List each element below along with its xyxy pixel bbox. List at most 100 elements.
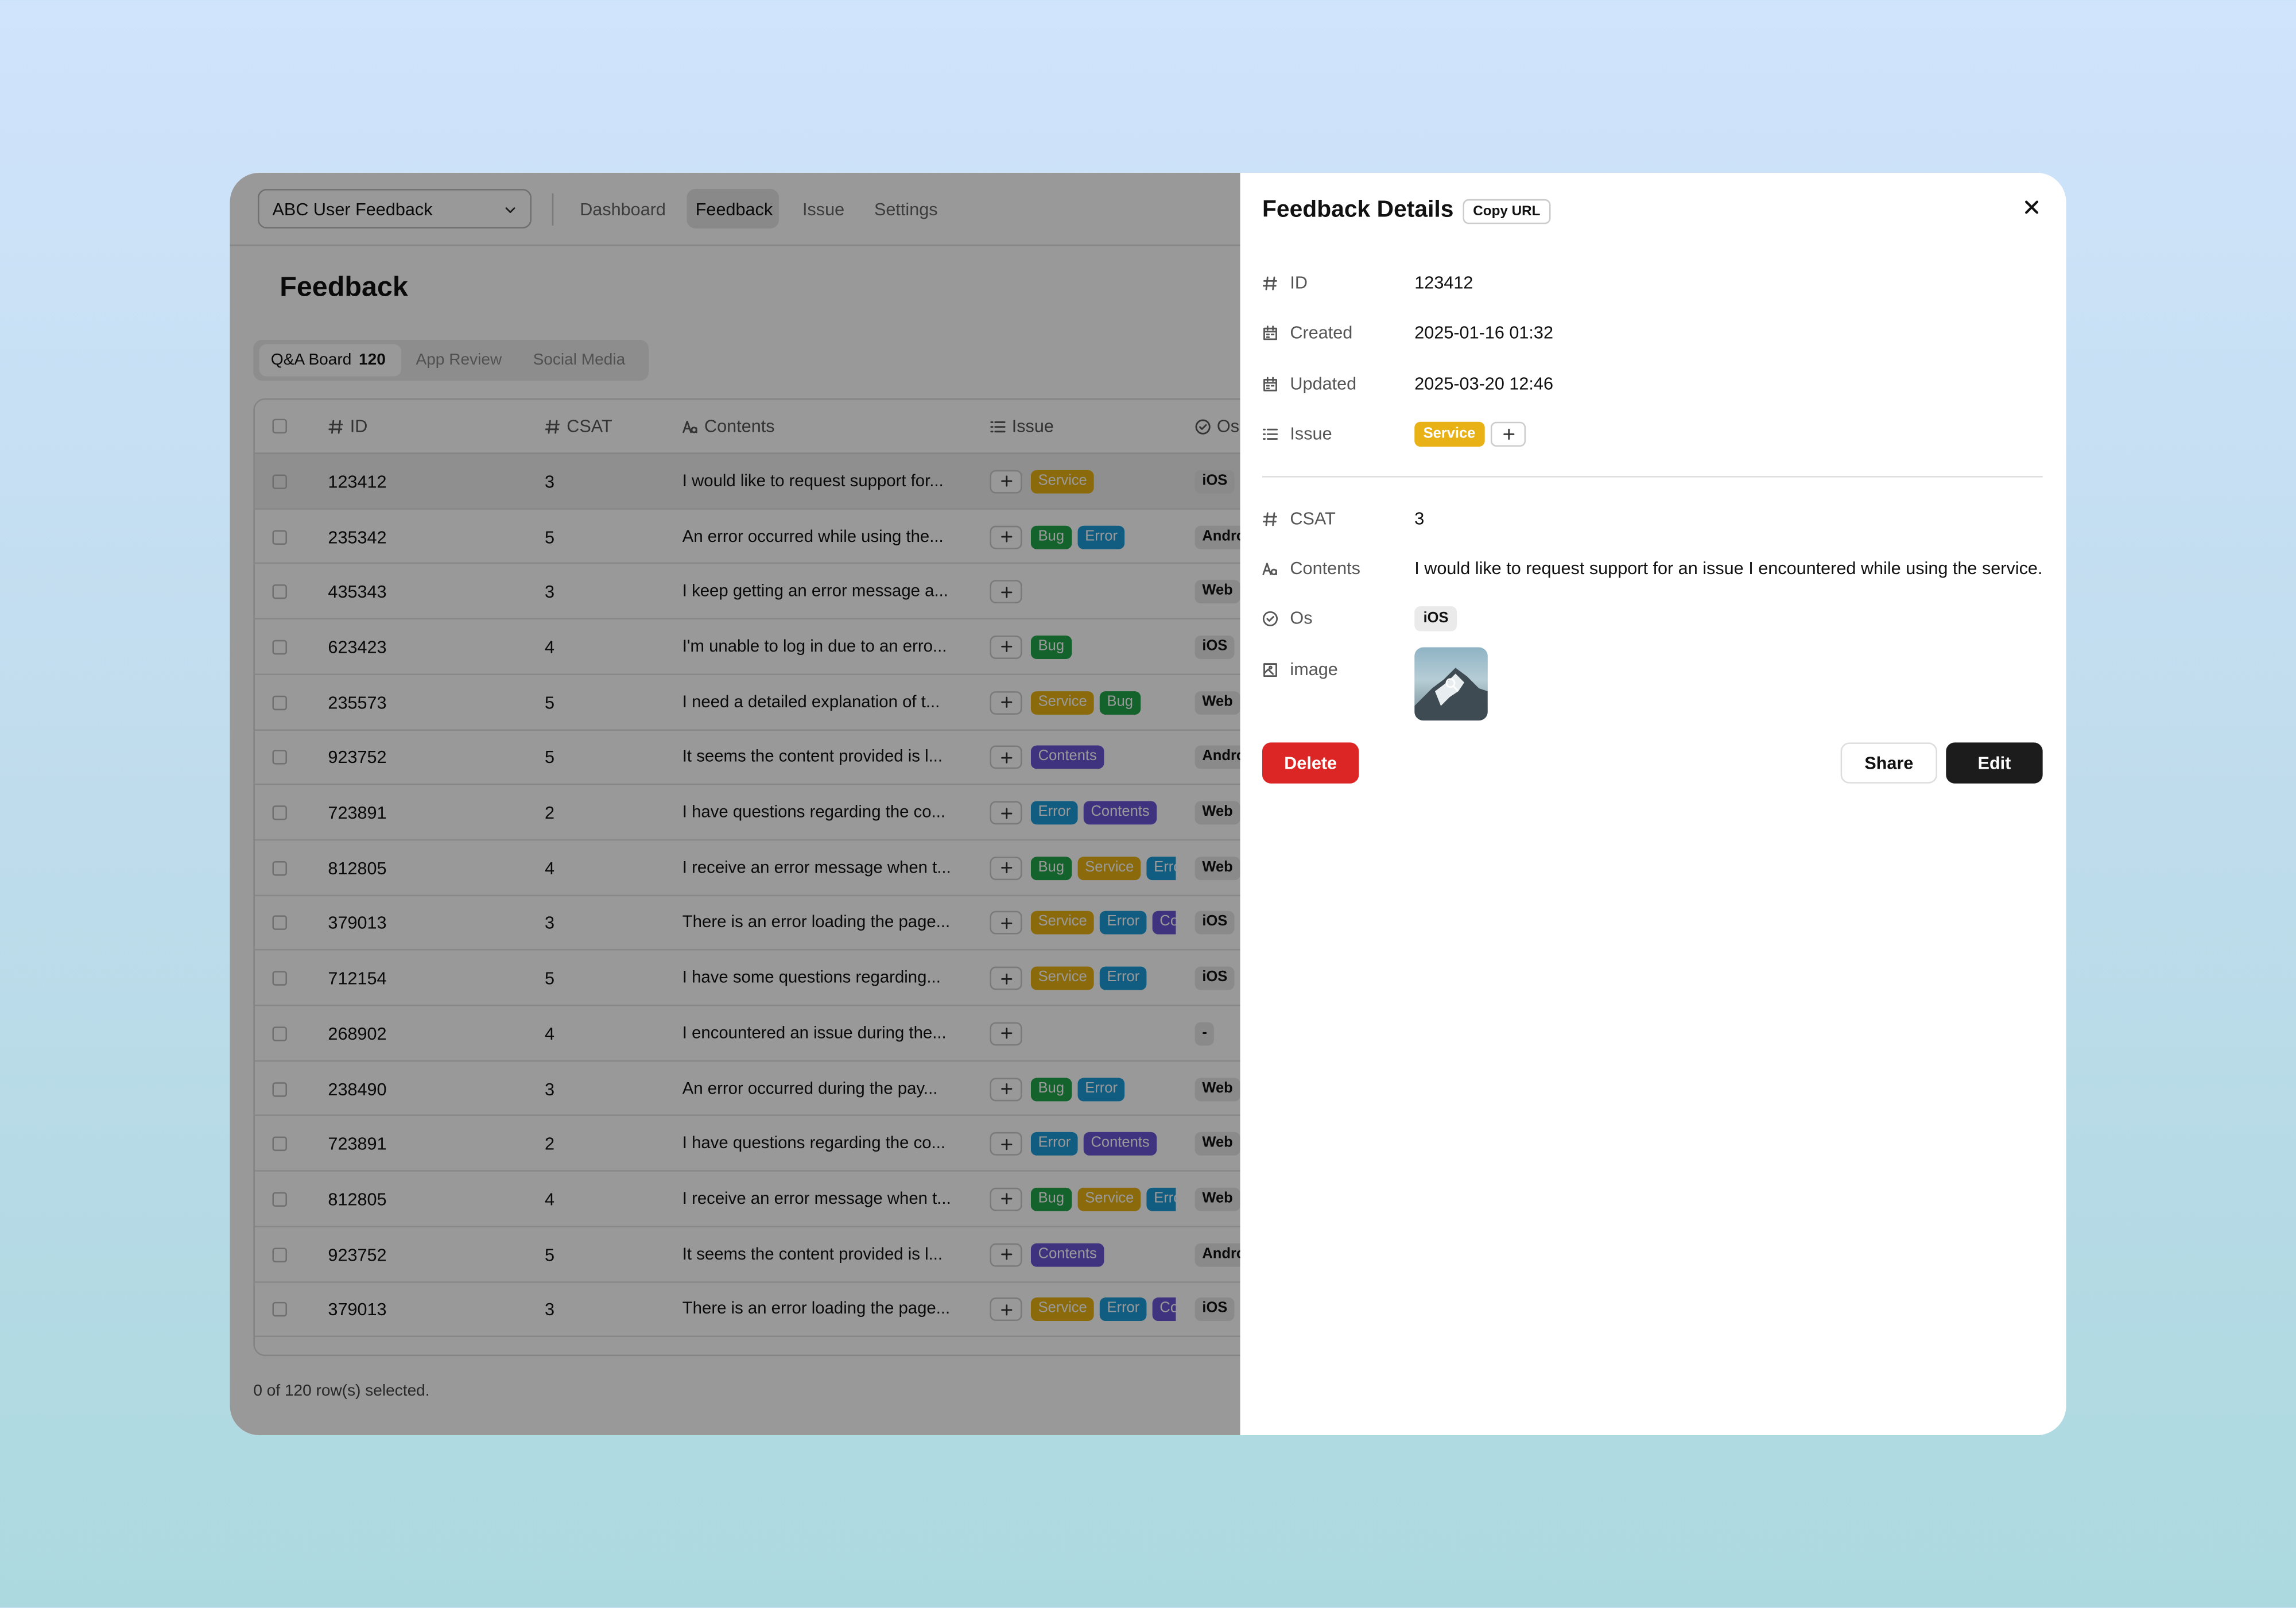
issue-tag[interactable]: Service xyxy=(1030,967,1095,990)
issue-tag[interactable]: Bug xyxy=(1030,856,1072,880)
issue-tag[interactable]: Service xyxy=(1414,421,1484,446)
issue-cell: Service Error xyxy=(1030,951,1176,1006)
issue-tag[interactable]: Bug xyxy=(1030,1187,1072,1211)
row-checkbox[interactable] xyxy=(272,419,287,434)
issue-tag[interactable]: Error xyxy=(1146,856,1176,880)
add-issue-button[interactable] xyxy=(990,801,1022,825)
os-tag: iOS xyxy=(1194,635,1235,659)
plus-icon xyxy=(1502,428,1514,439)
add-issue-button[interactable] xyxy=(990,1132,1022,1156)
os-tag[interactable]: iOS xyxy=(1414,605,1457,631)
issue-tag[interactable]: Error xyxy=(1077,1077,1125,1101)
row-checkbox[interactable] xyxy=(272,1026,287,1041)
add-issue-button[interactable] xyxy=(990,1077,1022,1101)
issue-tag[interactable]: Service xyxy=(1030,691,1095,714)
row-checkbox[interactable] xyxy=(272,971,287,986)
add-issue-button[interactable] xyxy=(990,580,1022,604)
list-glyph xyxy=(1262,428,1278,439)
delete-button[interactable]: Delete xyxy=(1262,742,1359,784)
row-id: 812805 xyxy=(328,858,387,878)
img-glyph xyxy=(1263,662,1277,676)
row-checkbox[interactable] xyxy=(272,861,287,875)
row-checkbox[interactable] xyxy=(272,695,287,710)
tab-label[interactable]: Q&A Board xyxy=(270,351,352,369)
row-contents: There is an error loading the page... xyxy=(682,914,951,932)
add-issue-button[interactable] xyxy=(990,1022,1022,1046)
close-button[interactable] xyxy=(2022,197,2041,216)
tab-label[interactable]: App Review xyxy=(416,351,502,369)
row-csat: 4 xyxy=(544,858,555,878)
issue-tag[interactable]: Contents xyxy=(1030,1242,1104,1266)
add-issue-button[interactable] xyxy=(990,1298,1022,1322)
issue-tag[interactable]: Contents xyxy=(1030,746,1104,770)
nav-item[interactable]: Dashboard xyxy=(580,199,666,220)
issue-tag[interactable]: Error xyxy=(1099,967,1147,990)
add-issue-button[interactable] xyxy=(990,635,1022,659)
row-checkbox[interactable] xyxy=(272,1247,287,1262)
issue-tag[interactable]: Service xyxy=(1077,1187,1142,1211)
issue-tag[interactable]: Error xyxy=(1077,525,1125,549)
nav-item[interactable]: Feedback xyxy=(695,199,773,220)
issue-tag[interactable]: Error xyxy=(1030,1132,1079,1156)
issue-cell: Contents xyxy=(1030,730,1176,785)
row-id: 723891 xyxy=(328,1134,387,1154)
issue-tag[interactable]: Bug xyxy=(1030,635,1072,659)
add-issue-button[interactable] xyxy=(990,746,1022,770)
row-csat: 3 xyxy=(544,471,555,492)
add-issue-button[interactable] xyxy=(990,911,1022,935)
issue-tag[interactable]: Service xyxy=(1077,856,1142,880)
row-checkbox[interactable] xyxy=(272,1192,287,1207)
nav-item[interactable]: Issue xyxy=(802,199,845,220)
add-issue-button[interactable] xyxy=(990,967,1022,990)
image-thumbnail[interactable] xyxy=(1414,647,1488,721)
add-issue-button[interactable] xyxy=(990,1187,1022,1211)
row-checkbox[interactable] xyxy=(272,1082,287,1096)
issue-tag[interactable]: Contents xyxy=(1083,1132,1157,1156)
field-value: 2025-01-16 01:32 xyxy=(1414,322,1553,343)
check-glyph xyxy=(1262,610,1278,626)
issue-tag[interactable]: Contents xyxy=(1152,1298,1176,1322)
issue-cell: Contents xyxy=(1030,1227,1176,1282)
row-csat: 4 xyxy=(544,637,555,658)
issue-tag[interactable]: Service xyxy=(1030,1298,1095,1322)
project-select[interactable]: ABC User Feedback xyxy=(257,189,532,228)
issue-tag[interactable]: Error xyxy=(1030,801,1079,825)
row-checkbox[interactable] xyxy=(272,916,287,931)
issue-tag[interactable]: Contents xyxy=(1152,911,1176,935)
row-checkbox[interactable] xyxy=(272,584,287,599)
row-checkbox[interactable] xyxy=(272,750,287,765)
plus-glyph xyxy=(1000,696,1012,708)
add-issue-button[interactable] xyxy=(990,691,1022,714)
row-checkbox[interactable] xyxy=(272,1302,287,1318)
row-checkbox[interactable] xyxy=(272,474,287,489)
tab-active[interactable] xyxy=(259,344,401,377)
issue-tag[interactable]: Error xyxy=(1099,911,1147,935)
share-button[interactable]: Share xyxy=(1840,742,1937,784)
issue-tag[interactable]: Service xyxy=(1030,911,1095,935)
cal-glyph xyxy=(1263,324,1277,340)
issue-tag[interactable]: Error xyxy=(1099,1298,1147,1322)
nav-item[interactable]: Settings xyxy=(874,199,938,220)
tab-label[interactable]: Social Media xyxy=(533,351,626,369)
row-checkbox[interactable] xyxy=(272,1137,287,1152)
row-checkbox[interactable] xyxy=(272,805,287,820)
issue-tag[interactable]: Bug xyxy=(1030,1077,1072,1101)
row-checkbox[interactable] xyxy=(272,529,287,544)
copy-url-button[interactable]: Copy URL xyxy=(1463,199,1551,224)
os-tag: iOS xyxy=(1194,1298,1235,1322)
add-issue-button[interactable] xyxy=(990,525,1022,549)
add-issue-button[interactable] xyxy=(1490,421,1526,446)
add-issue-button[interactable] xyxy=(990,470,1022,494)
issue-tag[interactable]: Bug xyxy=(1030,525,1072,549)
issue-tag[interactable]: Bug xyxy=(1099,691,1141,714)
add-issue-button[interactable] xyxy=(990,856,1022,880)
mountain-picture xyxy=(1414,668,1488,721)
field-label: CSAT xyxy=(1290,508,1336,529)
aa-glyph xyxy=(1262,562,1277,575)
edit-button[interactable]: Edit xyxy=(1946,742,2043,784)
add-issue-button[interactable] xyxy=(990,1242,1022,1266)
issue-tag[interactable]: Error xyxy=(1146,1187,1176,1211)
row-checkbox[interactable] xyxy=(272,640,287,655)
issue-tag[interactable]: Service xyxy=(1030,470,1095,494)
issue-tag[interactable]: Contents xyxy=(1083,801,1157,825)
